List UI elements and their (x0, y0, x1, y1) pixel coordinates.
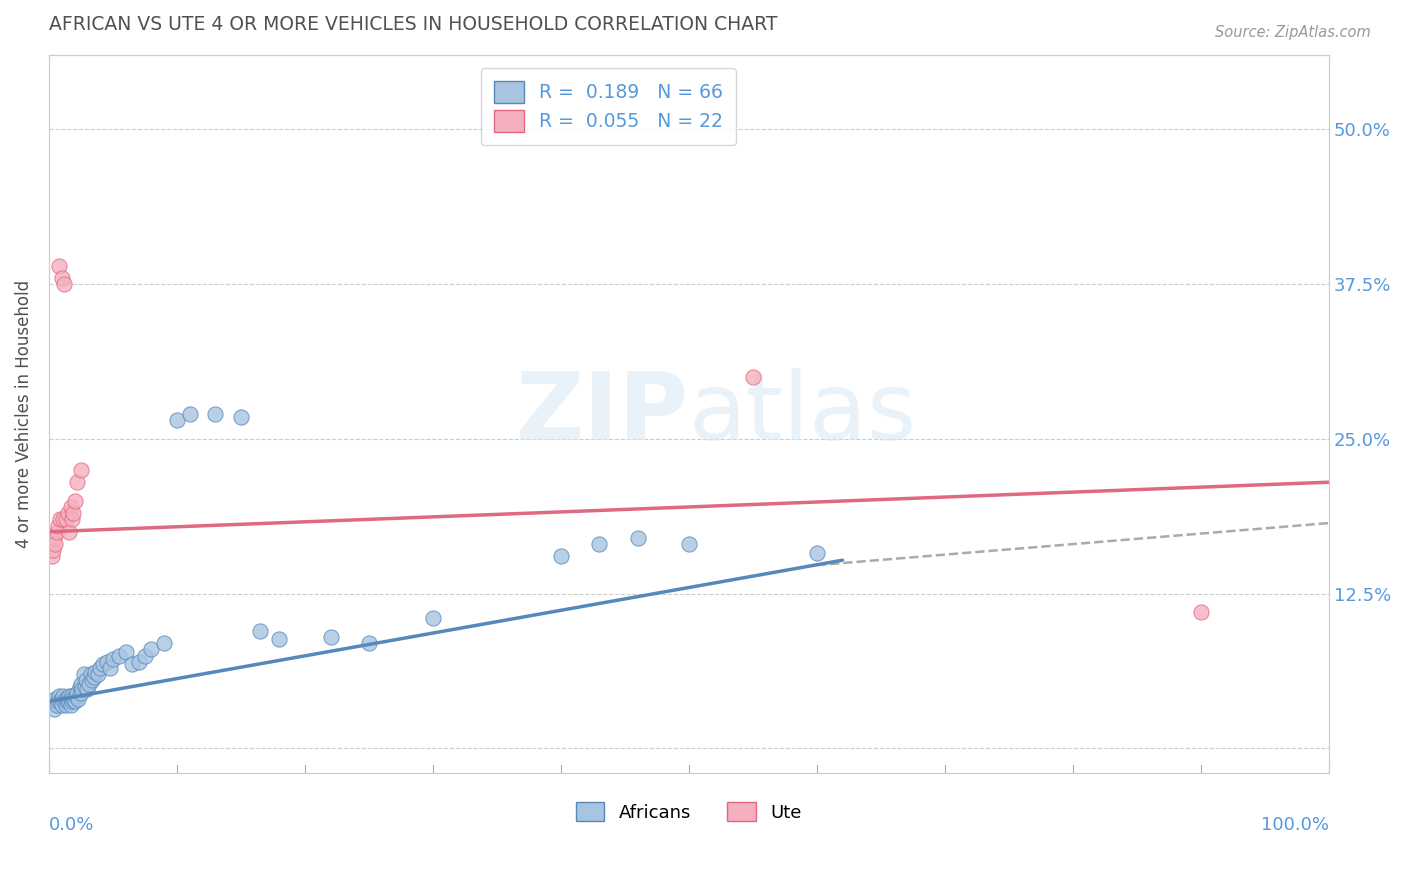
Point (73, 680, 96, 694)
Point (179, 407, 201, 421)
Point (53, 694, 76, 708)
Point (141, 642, 163, 657)
Point (58, 694, 80, 708)
Point (678, 537, 700, 551)
Point (41, 549, 63, 564)
Point (52, 512, 75, 526)
Point (51, 692, 73, 706)
Point (96, 655, 118, 669)
Point (60, 694, 83, 708)
Point (76, 681, 98, 696)
Point (269, 632, 291, 647)
Point (128, 655, 150, 669)
Point (65, 690, 87, 704)
Point (52, 690, 75, 704)
Point (44, 692, 66, 706)
Point (55, 692, 77, 706)
Point (319, 630, 342, 644)
Point (741, 370, 763, 384)
Point (42, 531, 65, 545)
Point (46, 694, 69, 708)
Point (45, 698, 67, 712)
Point (55, 512, 77, 526)
Point (806, 546, 828, 560)
Text: atlas: atlas (689, 368, 917, 460)
Point (48, 690, 70, 704)
Point (100, 661, 122, 675)
Point (70, 463, 93, 477)
Point (56, 506, 79, 520)
Point (588, 537, 610, 551)
Point (204, 407, 226, 421)
Point (53, 277, 76, 291)
Point (62, 506, 84, 520)
Point (63, 493, 86, 508)
Point (1189, 605, 1212, 619)
Text: Source: ZipAtlas.com: Source: ZipAtlas.com (1215, 25, 1371, 40)
Point (56, 694, 79, 708)
Text: AFRICAN VS UTE 4 OR MORE VEHICLES IN HOUSEHOLD CORRELATION CHART: AFRICAN VS UTE 4 OR MORE VEHICLES IN HOU… (49, 15, 778, 34)
Point (84, 665, 107, 679)
Point (55, 698, 77, 712)
Point (62, 692, 84, 706)
Point (45, 524, 67, 539)
Point (627, 531, 650, 545)
Point (49, 512, 72, 526)
Point (42, 543, 65, 558)
Point (42, 694, 65, 708)
Point (66, 686, 89, 700)
Point (82, 673, 104, 688)
Point (121, 657, 143, 672)
Point (58, 690, 80, 704)
Point (60, 512, 83, 526)
Point (56, 692, 79, 706)
Point (77, 677, 100, 691)
Point (166, 413, 188, 427)
Point (89, 661, 111, 675)
Point (46, 518, 69, 533)
Point (48, 259, 70, 273)
Point (550, 549, 572, 564)
Point (59, 500, 82, 514)
Point (51, 271, 73, 285)
Point (153, 636, 176, 650)
Point (108, 648, 131, 663)
Text: 0.0%: 0.0% (49, 816, 94, 834)
Point (91, 657, 114, 672)
Point (70, 681, 93, 696)
Point (69, 680, 91, 694)
Point (86, 667, 108, 681)
Point (114, 645, 136, 659)
Text: ZIP: ZIP (516, 368, 689, 460)
Legend: R =  0.189   N = 66, R =  0.055   N = 22: R = 0.189 N = 66, R = 0.055 N = 22 (481, 68, 735, 145)
Y-axis label: 4 or more Vehicles in Household: 4 or more Vehicles in Household (15, 280, 32, 549)
Point (44, 537, 66, 551)
Point (63, 694, 86, 708)
Point (72, 667, 94, 681)
Text: 100.0%: 100.0% (1261, 816, 1329, 834)
Point (49, 694, 72, 708)
Point (66, 475, 89, 490)
Point (75, 673, 97, 688)
Point (70, 686, 93, 700)
Point (70, 677, 93, 691)
Point (229, 409, 252, 424)
Point (80, 667, 103, 681)
Point (42, 702, 65, 716)
Point (422, 611, 444, 625)
Point (101, 652, 124, 666)
Point (83, 670, 105, 684)
Point (59, 692, 82, 706)
Point (59, 698, 82, 712)
Point (58, 524, 80, 539)
Point (67, 692, 90, 706)
Point (134, 648, 156, 663)
Point (60, 690, 83, 704)
Point (357, 636, 380, 650)
Point (51, 698, 73, 712)
Point (249, 624, 271, 638)
